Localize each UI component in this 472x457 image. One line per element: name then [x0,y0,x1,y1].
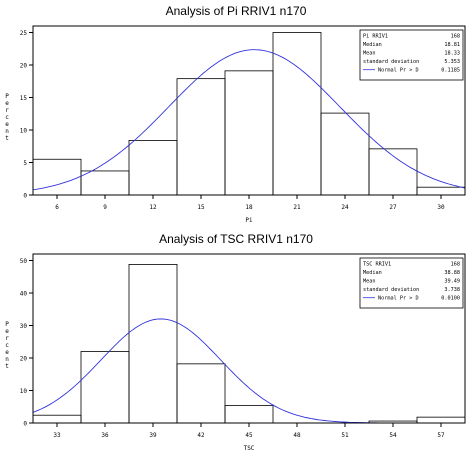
histogram-bar [128,139,178,196]
stats-value: 168 [451,262,460,268]
histogram-bar [32,414,82,424]
y-tick-label: 10 [20,388,28,395]
y-tick-label: 25 [20,30,28,37]
histogram-bar [272,32,322,196]
y-tick-label: 0 [23,421,27,428]
x-tick-label: 33 [53,432,61,439]
chart-panel-tsc: Analysis of TSC RRIV1 n170 0 10 20 30 40 50 33… [0,228,472,457]
stats-box [359,257,464,309]
y-tick-label: 5 [23,160,27,167]
histogram-bar [224,405,274,424]
stats-value: 18.33 [444,51,460,57]
histogram-pi: 0 5 10 15 20 25 6 9 12 15 18 21 24 27 30 Pi P e r c e n t Pi RR… [5,25,466,224]
chart-panel-pi: Analysis of Pi RRIV1 n170 0 5 10 15 20 25 6 9 12… [0,0,472,228]
stats-box [359,29,464,81]
normal-test-value: 0.0100 [441,296,460,302]
stats-label: TSC RRIV1 [363,262,391,268]
stats-label: standard deviation [363,59,419,65]
x-axis-label: TSC [244,445,255,452]
y-tick-label: 20 [20,63,28,70]
x-tick-label: 24 [341,204,349,211]
x-tick-label: 30 [437,204,445,211]
stats-label: standard deviation [363,287,419,293]
histogram-bar [176,78,226,196]
histogram-bar [416,186,466,196]
stats-value: 3.738 [444,287,460,293]
normal-test-label: Normal Pr > D [378,296,419,302]
stats-value: 38.88 [444,270,460,276]
x-tick-label: 51 [341,432,349,439]
x-tick-label: 12 [149,204,157,211]
x-tick-label: 6 [55,204,59,211]
histogram-tsc: 0 10 20 30 40 50 33 36 39 42 45 48 51 54 57 TSC P e r c e n t T… [5,253,466,452]
stats-label: Median [363,270,382,276]
x-tick-label: 36 [101,432,109,439]
y-tick-label: 50 [20,258,28,265]
y-tick-label: 0 [23,193,27,200]
histogram-bar [80,170,130,196]
histogram-bar [224,70,274,196]
stats-value: 168 [451,34,460,40]
histogram-bar [128,264,178,424]
y-tick-label: 20 [20,356,28,363]
chart-title-pi: Analysis of Pi RRIV1 n170 [165,4,307,18]
histogram-bar [32,158,82,196]
histogram-bar [176,363,226,424]
normal-test-value: 0.1185 [441,68,460,74]
y-tick-label: 30 [20,323,28,330]
y-tick-label: 15 [20,95,28,102]
x-tick-label: 39 [149,432,157,439]
normal-curve-line [32,49,466,191]
x-tick-label: 54 [389,432,397,439]
stats-value: 39.49 [444,279,460,285]
histogram-bar [320,112,370,196]
x-tick-label: 9 [103,204,107,211]
stats-label: Median [363,42,382,48]
x-axis-label: Pi [245,217,253,224]
normal-test-label: Normal Pr > D [378,68,419,74]
x-tick-label: 48 [293,432,301,439]
stats-value: 18.81 [444,42,460,48]
stats-value: 5.353 [444,59,460,65]
histogram-bar [80,351,130,424]
normal-curve-line [32,318,465,424]
x-tick-label: 45 [245,432,253,439]
stats-label: Mean [363,279,376,285]
histogram-bar [416,416,466,424]
x-tick-label: 27 [389,204,397,211]
x-tick-label: 15 [197,204,205,211]
y-tick-label: 40 [20,291,28,298]
x-tick-label: 42 [197,432,205,439]
stats-label: Mean [363,51,376,57]
stats-label: Pi RRIV1 [363,34,388,40]
x-tick-label: 21 [293,204,301,211]
x-tick-label: 18 [245,204,253,211]
chart-title-tsc: Analysis of TSC RRIV1 n170 [159,232,313,246]
y-tick-label: 10 [20,128,28,135]
x-tick-label: 57 [437,432,445,439]
